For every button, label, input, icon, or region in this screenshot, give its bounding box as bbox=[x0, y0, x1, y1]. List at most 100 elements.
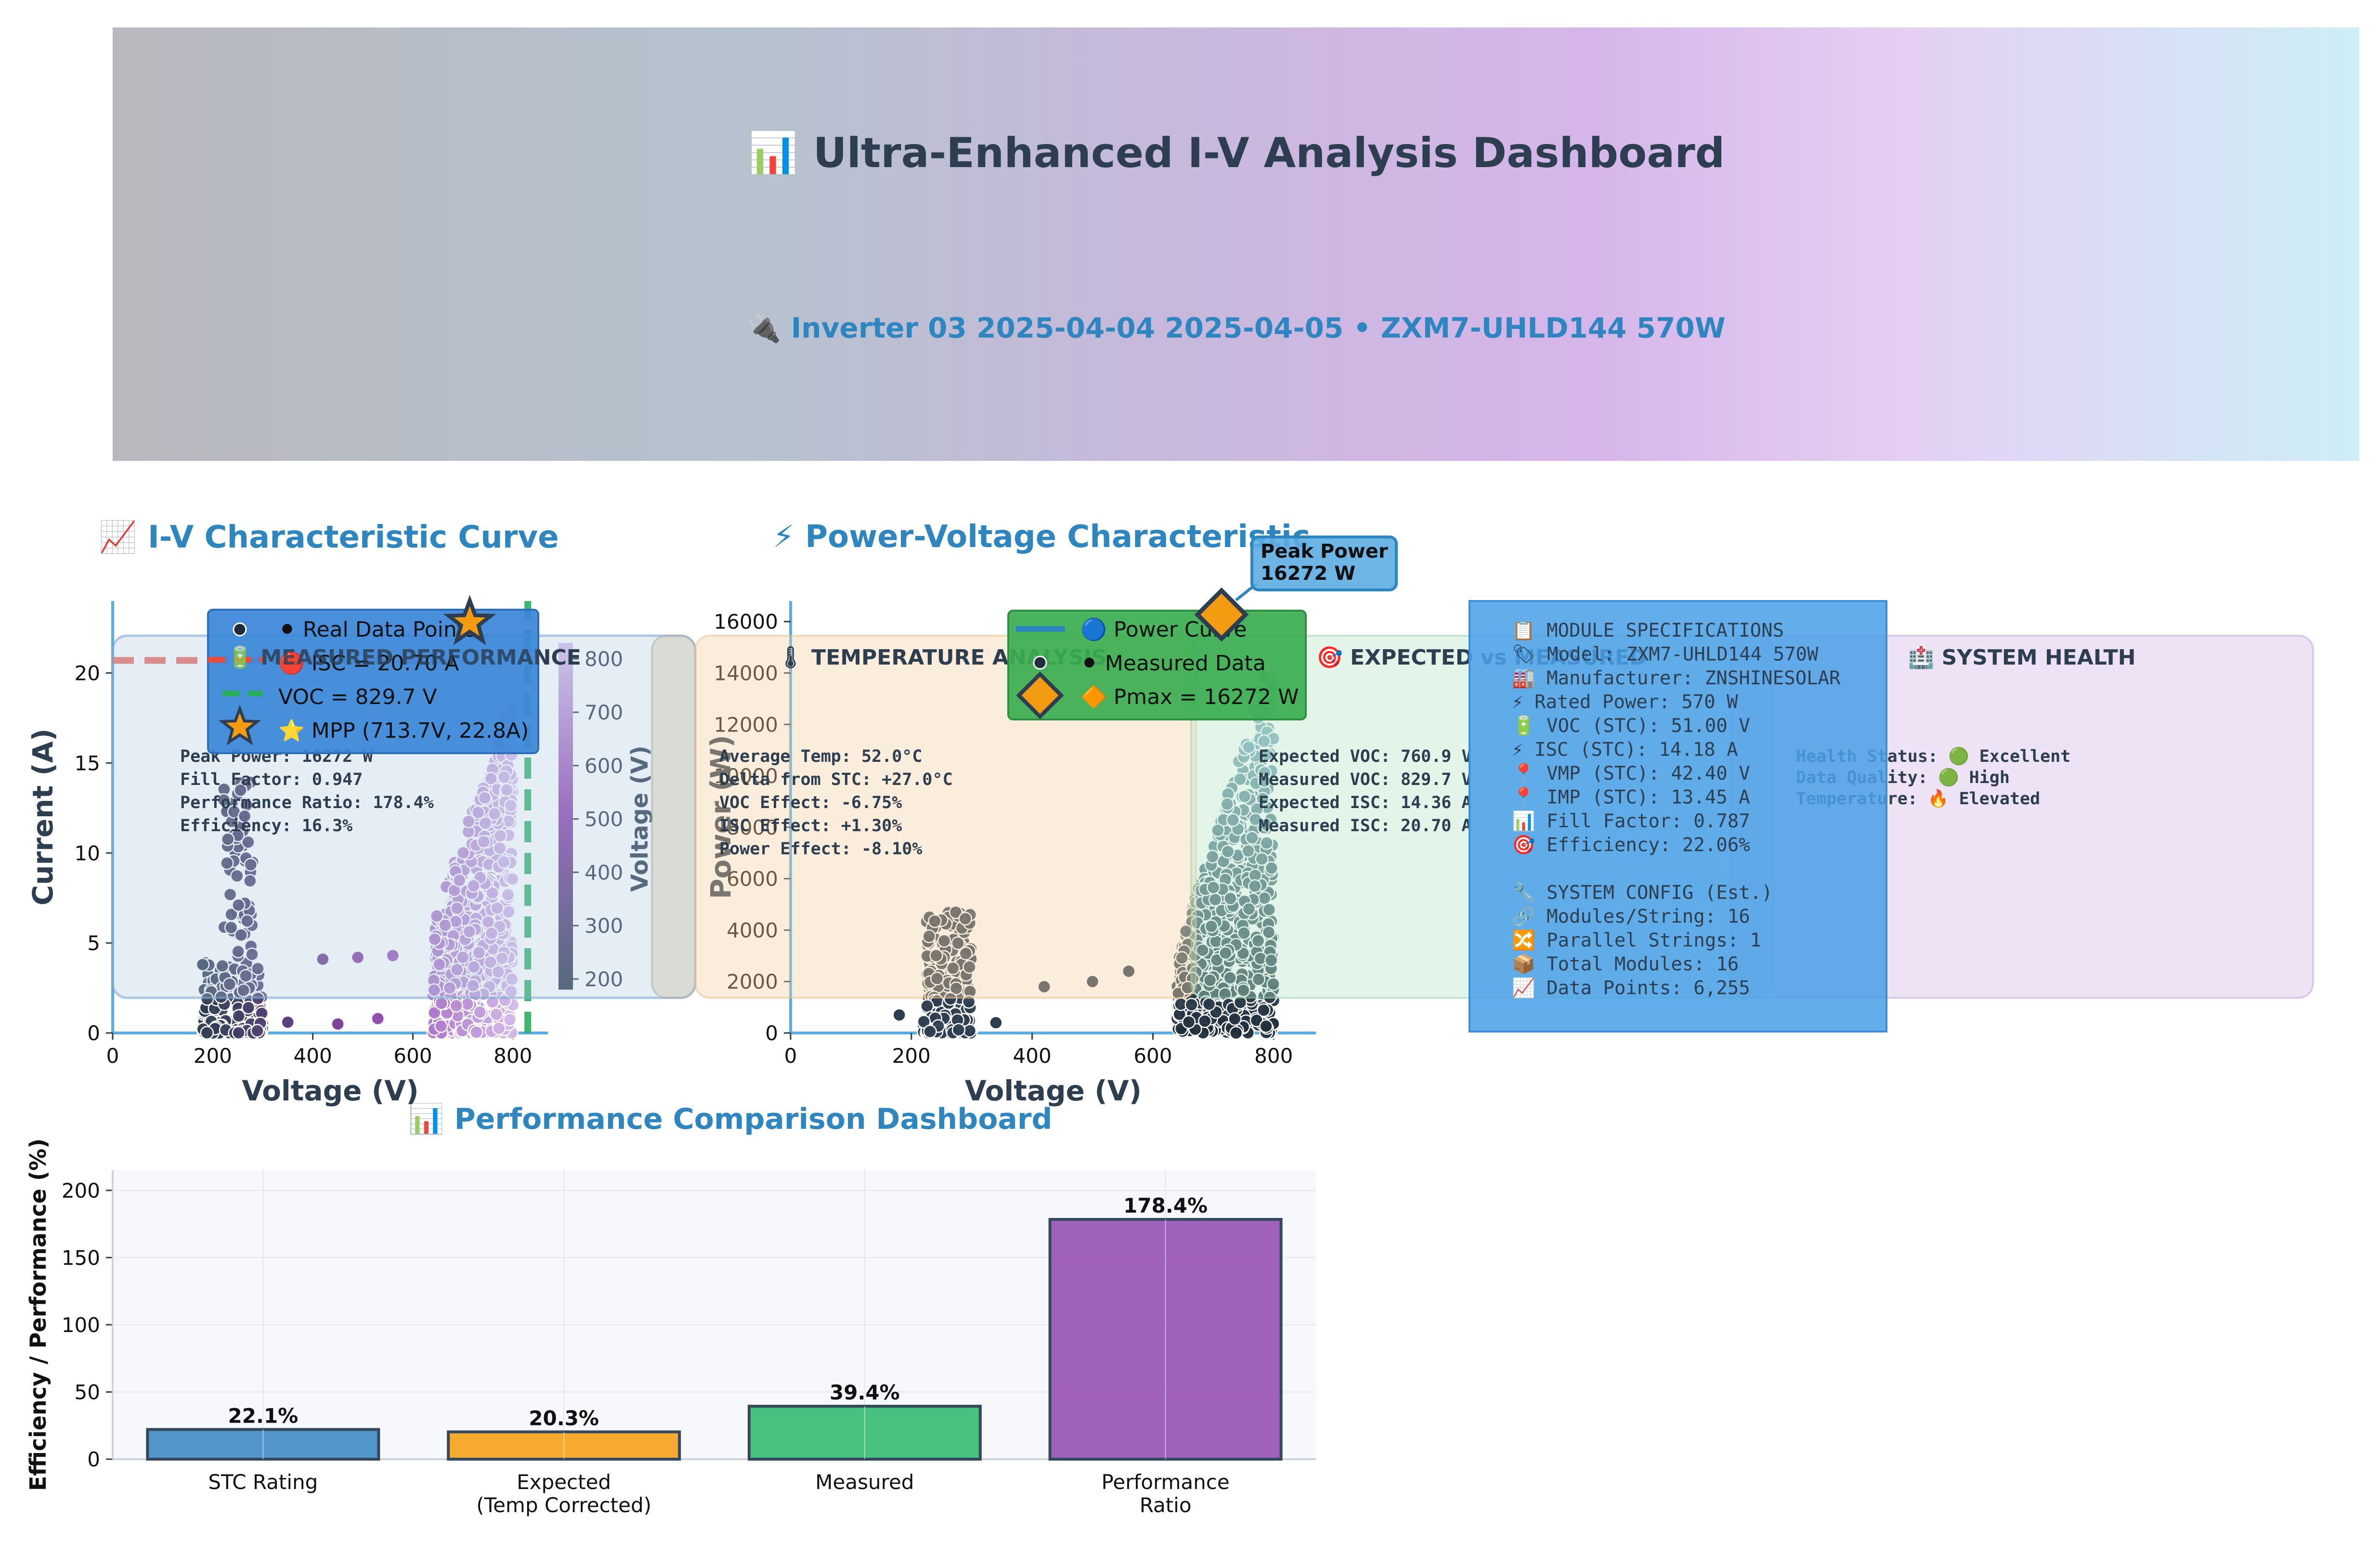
iv-data-points bbox=[195, 703, 520, 1040]
pv-data-point bbox=[1202, 997, 1216, 1011]
iv-data-point bbox=[231, 944, 245, 959]
iv-data-point bbox=[504, 798, 518, 813]
iv-data-point bbox=[477, 835, 491, 849]
module-specifications-line: ⚡ ISC (STC): 14.18 A bbox=[1512, 739, 1738, 761]
performance-bar-chart: 0 50 100 150 200 Efficiency / Performance (%)… bbox=[25, 1138, 1316, 1517]
dashboard-subtitle: 🔌 Inverter 03 2025-04-04 2025-04-05 • ZX… bbox=[746, 312, 1726, 344]
module-specifications-line: 📋 MODULE SPECIFICATIONS bbox=[1512, 619, 1784, 641]
temperature-analysis-line: Average Temp: 52.0°C bbox=[719, 747, 922, 766]
iv-data-point bbox=[331, 1017, 345, 1031]
x-tick-label: 600 bbox=[1133, 1044, 1172, 1068]
iv-data-point bbox=[428, 932, 442, 946]
iv-data-point bbox=[456, 950, 470, 965]
iv-data-point bbox=[351, 950, 365, 965]
colorbar-tick-label: 600 bbox=[585, 754, 623, 778]
iv-data-point bbox=[478, 791, 492, 805]
iv-data-point bbox=[501, 888, 515, 902]
iv-data-point bbox=[506, 872, 520, 886]
iv-data-point bbox=[467, 960, 481, 974]
y-tick-label: 6000 bbox=[727, 867, 778, 891]
pv-data-point bbox=[930, 971, 944, 986]
iv-data-point bbox=[500, 783, 514, 797]
iv-data-point bbox=[215, 959, 230, 973]
x-tick-label: 800 bbox=[494, 1044, 532, 1068]
iv-data-point bbox=[485, 886, 499, 900]
iv-data-point bbox=[250, 1024, 264, 1038]
dashboard-header: 📊 Ultra-Enhanced I-V Analysis Dashboard … bbox=[113, 27, 2359, 461]
pv-data-point bbox=[951, 936, 965, 950]
iv-data-point bbox=[442, 981, 457, 995]
pv-data-point bbox=[943, 992, 958, 1006]
y-tick-label: 100 bbox=[62, 1313, 100, 1337]
y-tick-label: 4000 bbox=[727, 918, 778, 942]
pv-data-point bbox=[928, 914, 942, 928]
iv-data-point bbox=[236, 983, 250, 997]
measured-performance-box-line: Fill Factor: 0.947 bbox=[180, 770, 363, 789]
iv-data-point bbox=[450, 901, 464, 915]
colorbar-tick-label: 300 bbox=[585, 914, 623, 938]
iv-data-point bbox=[460, 997, 475, 1011]
iv-data-point bbox=[493, 829, 507, 843]
module-specifications-line: 🔧 SYSTEM CONFIG (Est.) bbox=[1512, 881, 1773, 904]
iv-data-point bbox=[452, 873, 467, 888]
pv-data-point bbox=[929, 948, 943, 963]
bar-category-label: Performance bbox=[1102, 1470, 1230, 1494]
module-specifications-line: ⚡ Rated Power: 570 W bbox=[1512, 692, 1738, 713]
iv-data-point bbox=[484, 926, 499, 941]
pv-data-point bbox=[962, 960, 976, 974]
pv-legend-entry: ⚫ Measured Data bbox=[1080, 651, 1266, 676]
iv-data-point bbox=[434, 1019, 448, 1033]
colorbar-tick-label: 800 bbox=[585, 647, 623, 671]
measured-performance-box-line: Efficiency: 16.3% bbox=[180, 816, 352, 836]
iv-legend-entry: ⚫ Real Data Points bbox=[278, 617, 476, 642]
iv-data-point bbox=[473, 1005, 487, 1019]
module-specifications-line: 🔗 Modules/String: 16 bbox=[1512, 905, 1750, 928]
bar-category-label: Measured bbox=[815, 1470, 914, 1494]
iv-data-point bbox=[222, 977, 237, 992]
bar-category-label: (Temp Corrected) bbox=[476, 1493, 651, 1517]
iv-data-point bbox=[438, 918, 452, 932]
x-tick-label: 400 bbox=[294, 1044, 332, 1068]
iv-chart: 0 200 400 600 800 0 5 10 15 20 Voltage (V) Current … bbox=[26, 601, 653, 1107]
iv-data-point bbox=[456, 846, 470, 860]
iv-data-point bbox=[427, 983, 442, 997]
iv-data-point bbox=[281, 1015, 295, 1029]
module-specifications-line: 📍 VMP (STC): 42.40 V bbox=[1512, 762, 1750, 784]
iv-data-point bbox=[492, 1021, 506, 1035]
y-tick-label: 15 bbox=[75, 751, 100, 775]
iv-data-point bbox=[232, 1009, 246, 1023]
iv-data-point bbox=[429, 909, 444, 923]
iv-data-point bbox=[478, 816, 493, 830]
iv-data-point bbox=[217, 793, 231, 807]
module-specifications-line: 📈 Data Points: 6,255 bbox=[1512, 977, 1750, 999]
pv-data-point bbox=[959, 946, 973, 961]
iv-data-point bbox=[239, 969, 253, 983]
pv-data-point bbox=[949, 905, 963, 919]
temperature-analysis-line: Delta from STC: +27.0°C bbox=[719, 770, 953, 789]
iv-data-point bbox=[462, 814, 476, 828]
x-axis-label: Voltage (V) bbox=[965, 1074, 1142, 1107]
module-specifications-line: 🎯 Efficiency: 22.06% bbox=[1512, 835, 1750, 856]
x-tick-label: 200 bbox=[194, 1044, 232, 1068]
iv-data-point bbox=[232, 1026, 246, 1040]
bar-category-label: Ratio bbox=[1140, 1493, 1192, 1517]
temperature-tab bbox=[651, 635, 696, 999]
iv-data-point bbox=[234, 928, 248, 942]
measured-performance-box-line: Performance Ratio: 178.4% bbox=[180, 793, 434, 812]
pv-data-point bbox=[1184, 998, 1198, 1012]
y-tick-label: 2000 bbox=[727, 970, 778, 993]
iv-data-point bbox=[497, 770, 511, 784]
pv-data-point bbox=[923, 1024, 937, 1039]
iv-chart-title: 📈 I-V Characteristic Curve bbox=[99, 520, 559, 555]
iv-data-point bbox=[472, 946, 486, 960]
module-specifications-line: 📦 Total Modules: 16 bbox=[1512, 953, 1739, 975]
iv-data-point bbox=[244, 858, 258, 872]
temperature-analysis-line: Power Effect: -8.10% bbox=[719, 839, 922, 859]
y-tick-label: 10 bbox=[75, 841, 100, 865]
module-specifications-box: 📋 MODULE SPECIFICATIONS 🏷 Model: ZXM7-UHL… bbox=[1469, 600, 1887, 1032]
colorbar-label: Voltage (V) bbox=[626, 745, 653, 892]
pv-data-point bbox=[922, 929, 936, 943]
iv-data-point bbox=[230, 869, 244, 883]
iv-data-point bbox=[489, 1007, 504, 1021]
iv-data-point bbox=[469, 1025, 483, 1039]
